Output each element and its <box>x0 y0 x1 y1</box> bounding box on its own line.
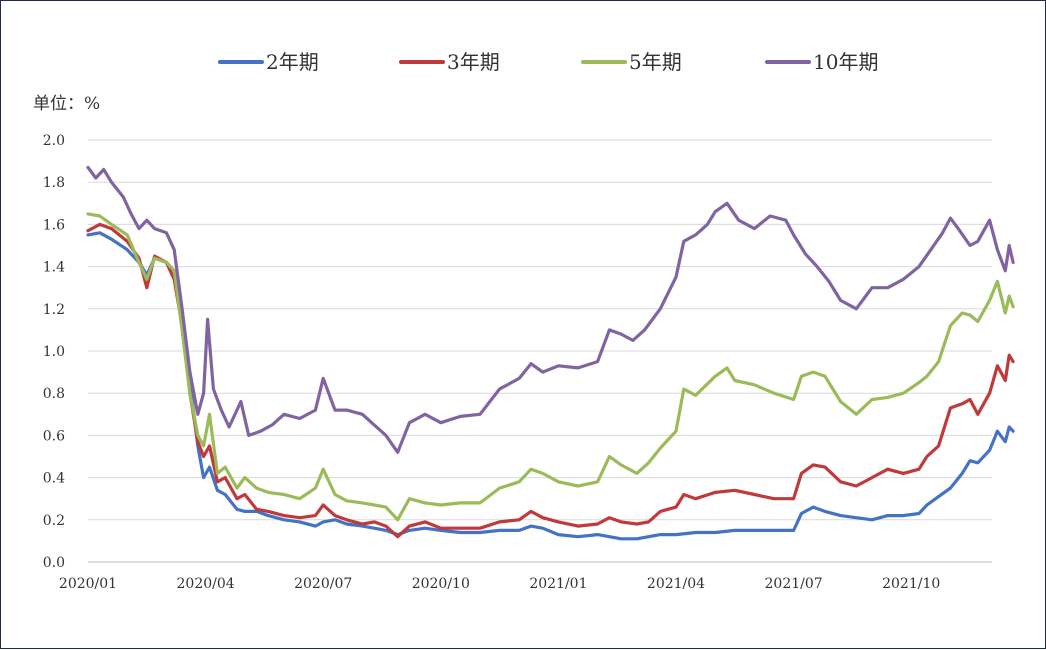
series-line-0 <box>86 231 1015 541</box>
x-tick-label: 2020/10 <box>412 576 470 592</box>
legend-label-1: 3年期 <box>447 50 500 74</box>
y-tick-label: 0.0 <box>43 555 65 571</box>
grid-layer <box>88 139 992 521</box>
x-tick-label: 2020/04 <box>177 576 235 592</box>
series-line-3 <box>86 165 1015 454</box>
x-tick-label: 2021/10 <box>882 576 940 592</box>
x-tick-label: 2020/01 <box>59 576 117 592</box>
series-line-1 <box>86 222 1015 539</box>
legend-label-2: 5年期 <box>629 50 682 74</box>
y-tick-label: 0.6 <box>43 428 65 444</box>
y-tick-label: 1.6 <box>43 217 65 233</box>
series-line-2 <box>86 212 1015 522</box>
y-tick-label: 1.4 <box>43 260 65 276</box>
series-layer <box>86 165 1015 541</box>
legend: 2年期 3年期 5年期 10年期 <box>218 50 878 74</box>
y-tick-label: 1.2 <box>43 302 65 318</box>
x-tick-label: 2020/07 <box>294 576 352 592</box>
axis-layer: 0.0 0.2 0.4 0.6 0.8 1.0 1.2 1.4 1.6 1.8 2.0 2020/01… <box>43 133 992 592</box>
unit-label: 单位：% <box>33 94 100 114</box>
y-tick-label: 1.0 <box>43 344 65 360</box>
x-tick-label: 2021/04 <box>647 576 705 592</box>
y-tick-label: 2.0 <box>43 133 65 149</box>
legend-label-3: 10年期 <box>813 50 878 74</box>
x-tick-label: 2021/07 <box>765 576 823 592</box>
x-tick-label: 2021/01 <box>529 576 587 592</box>
y-tick-label: 0.4 <box>43 471 65 487</box>
legend-label-0: 2年期 <box>266 50 319 74</box>
y-tick-label: 1.8 <box>43 175 65 191</box>
y-tick-label: 0.8 <box>43 386 65 402</box>
y-tick-label: 0.2 <box>43 513 65 529</box>
